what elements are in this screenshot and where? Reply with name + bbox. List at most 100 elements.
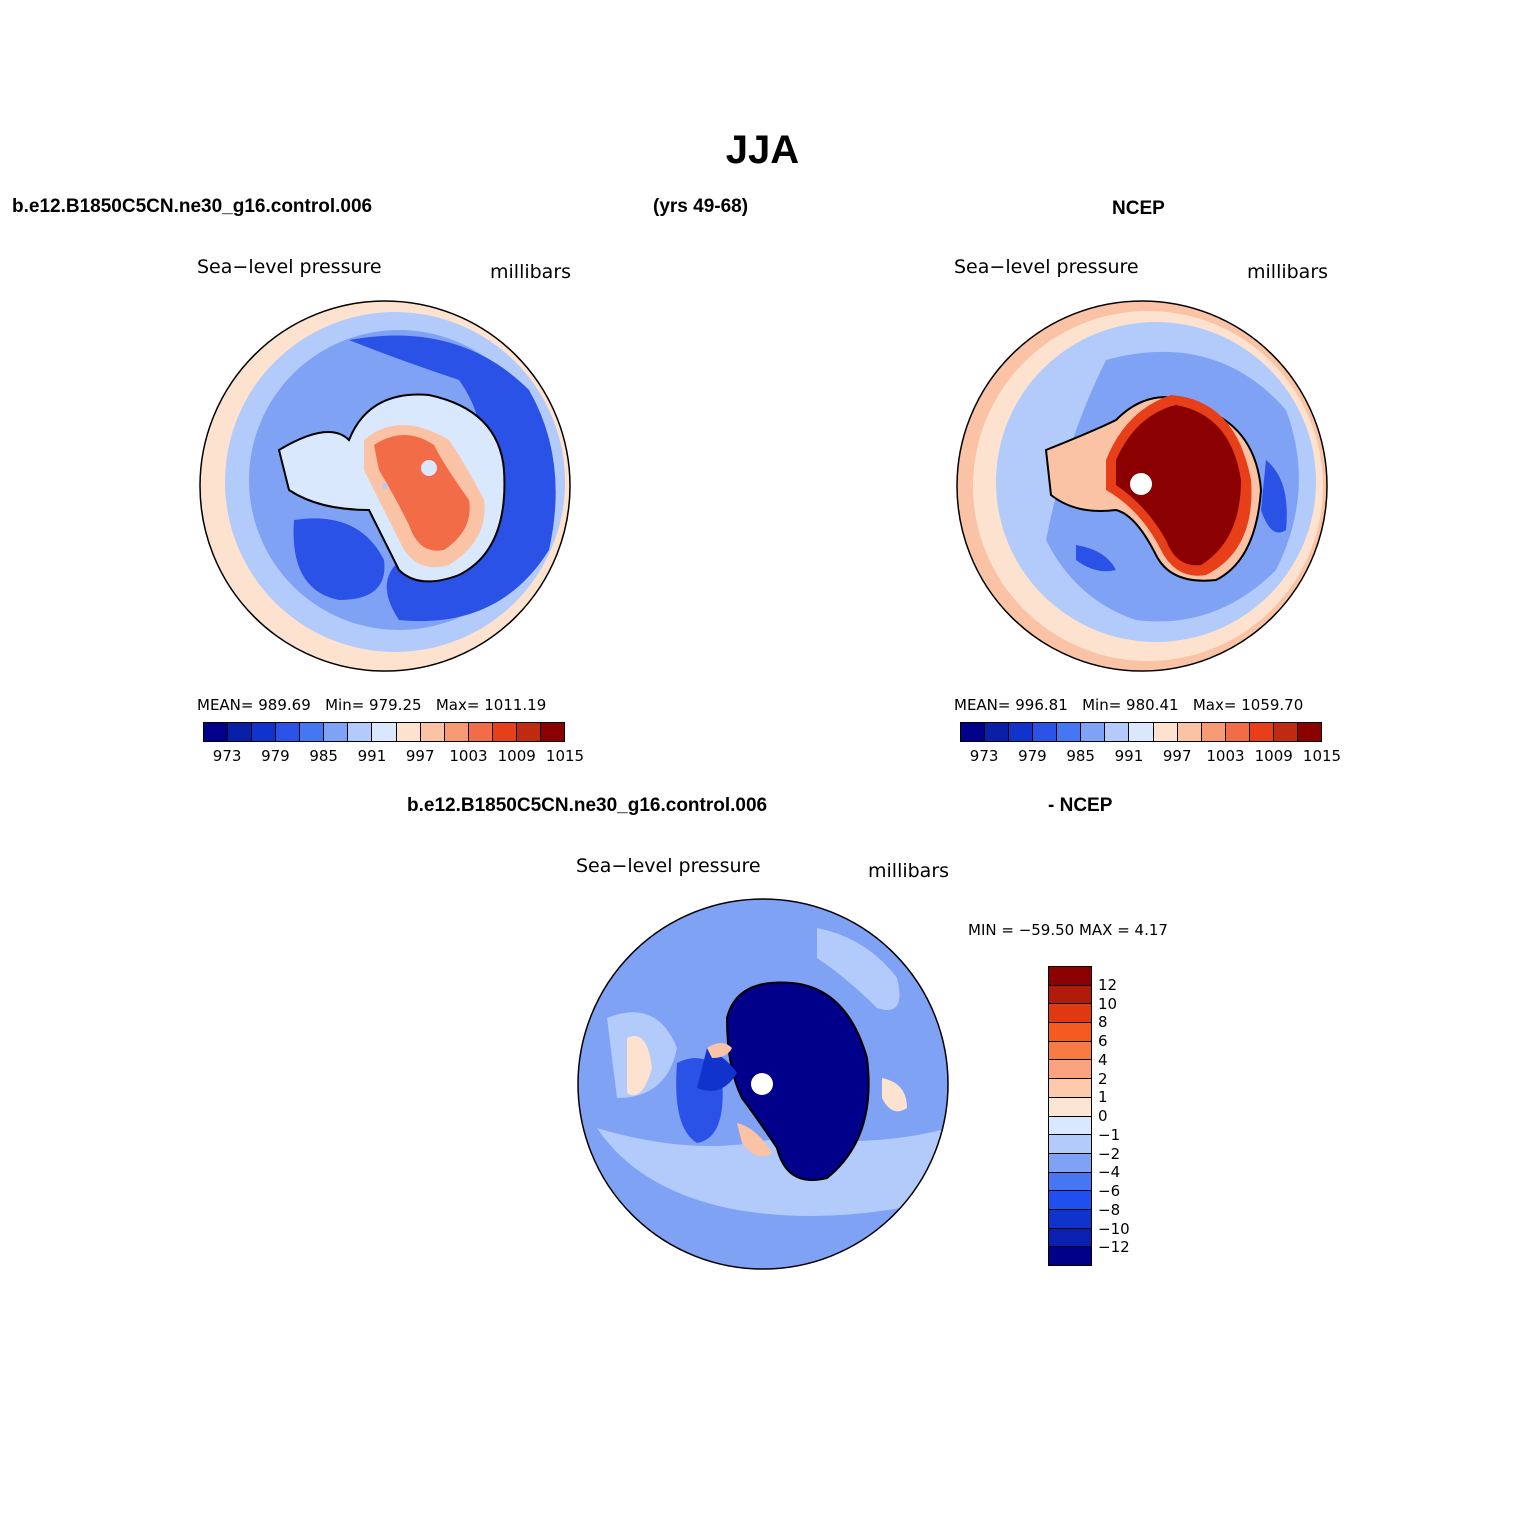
diff-colorbar-swatch (1049, 1209, 1091, 1229)
model-colorbar (203, 722, 565, 742)
obs-colorbar-swatch (1153, 723, 1178, 741)
diff-units-label: millibars (868, 860, 950, 882)
obs-colorbar-tick-label: 991 (1114, 747, 1144, 765)
model-max-label: Max= (435, 696, 480, 714)
diff-variable-label: Sea−level pressure (576, 855, 761, 877)
figure-title: JJA (725, 128, 800, 172)
diff-colorbar-swatch (1049, 1172, 1091, 1192)
model-colorbar-tick-label: 973 (212, 747, 242, 765)
model-colorbar-tick-label: 991 (357, 747, 387, 765)
obs-colorbar-swatch (985, 723, 1010, 741)
obs-colorbar-tick-label: 1015 (1302, 747, 1342, 765)
diff-colorbar-tick-label: 4 (1098, 1050, 1108, 1069)
obs-max-value: 1059.70 (1241, 696, 1304, 714)
diff-colorbar-tick-label: 6 (1098, 1032, 1108, 1050)
diff-colorbar-swatch (1049, 1191, 1091, 1210)
diff-colorbar-swatch (1049, 967, 1091, 986)
diff-colorbar (1048, 966, 1092, 1266)
diff-obs-label: - NCEP (1048, 795, 1113, 816)
obs-colorbar-swatch (1129, 723, 1154, 741)
model-colorbar-tick-label: 979 (261, 747, 290, 765)
model-colorbar-swatch (252, 723, 277, 741)
model-stats: MEAN= 989.69 Min= 979.25 Max= 1011.19 (197, 696, 546, 714)
obs-colorbar-ticks: 973 979 985 991 997 1003 1009 1015 (960, 747, 1341, 765)
obs-colorbar-tick-label: 973 (969, 747, 999, 765)
model-colorbar-swatch (396, 723, 421, 741)
diff-colorbar-tick-label: 12 (1098, 975, 1118, 994)
diff-colorbar-swatch (1049, 1060, 1091, 1080)
diff-colorbar-swatch (1049, 1041, 1091, 1061)
model-colorbar-tick-label: 1003 (449, 747, 488, 765)
model-case-name: b.e12.B1850C5CN.ne30_g16.control.006 (12, 196, 373, 217)
diff-polar-map (577, 898, 949, 1270)
diff-colorbar-swatch (1049, 1097, 1091, 1117)
model-colorbar-ticks: 973 979 985 991 997 1003 1009 1015 (203, 747, 584, 765)
diff-colorbar-tick-label: −1 (1098, 1125, 1121, 1144)
model-colorbar-swatch (468, 723, 493, 741)
diff-colorbar-swatch (1049, 1247, 1091, 1265)
model-colorbar-swatch (348, 723, 373, 741)
obs-colorbar-swatch (1177, 723, 1202, 741)
obs-units-label: millibars (1247, 261, 1329, 283)
diff-colorbar-tick-label: 10 (1098, 994, 1118, 1013)
diff-colorbar-tick-label: 8 (1098, 1013, 1108, 1032)
obs-colorbar-tick-label: 997 (1162, 747, 1192, 765)
diff-colorbar-tick-label: −8 (1098, 1200, 1121, 1219)
obs-variable-label: Sea−level pressure (954, 256, 1139, 278)
diff-colorbar-swatch (1049, 985, 1091, 1005)
obs-colorbar-swatch (1033, 723, 1058, 741)
model-colorbar-swatch (492, 723, 517, 741)
diff-colorbar-swatch (1049, 1023, 1091, 1042)
obs-polar-map (956, 300, 1328, 672)
diff-colorbar-tick-label: −10 (1098, 1219, 1130, 1238)
obs-min-value: 980.41 (1126, 696, 1179, 714)
obs-colorbar-swatch (1105, 723, 1130, 741)
model-polar-map (199, 300, 571, 672)
model-colorbar-swatch (204, 723, 229, 741)
model-mean-label: MEAN= (197, 696, 254, 714)
obs-min-label: Min= (1082, 696, 1122, 714)
model-colorbar-tick-label: 985 (309, 747, 338, 765)
diff-colorbar-swatch (1049, 1079, 1091, 1098)
model-colorbar-tick-label: 997 (405, 747, 435, 765)
obs-colorbar-tick-label: 1003 (1206, 747, 1245, 765)
obs-name: NCEP (1112, 198, 1165, 219)
model-min-value: 979.25 (369, 696, 422, 714)
obs-mean-label: MEAN= (954, 696, 1011, 714)
obs-colorbar-swatch (1057, 723, 1082, 741)
model-max-value: 1011.19 (484, 696, 547, 714)
obs-colorbar-swatch (1081, 723, 1106, 741)
diff-minmax: MIN = −59.50 MAX = 4.17 (968, 921, 1168, 939)
diff-colorbar-tick-label: 0 (1098, 1107, 1108, 1125)
obs-colorbar-swatch (1249, 723, 1274, 741)
model-colorbar-swatch (372, 723, 397, 741)
obs-max-label: Max= (1192, 696, 1237, 714)
diff-colorbar-swatch (1049, 1135, 1091, 1154)
model-colorbar-swatch (228, 723, 253, 741)
obs-stats: MEAN= 996.81 Min= 980.41 Max= 1059.70 (954, 696, 1303, 714)
diff-colorbar-tick-label: 2 (1098, 1069, 1108, 1088)
diff-colorbar-tick-label: −4 (1098, 1163, 1121, 1182)
diff-colorbar-tick-label: 1 (1098, 1088, 1108, 1107)
diff-colorbar-swatch (1049, 1116, 1091, 1136)
model-colorbar-tick-label: 1009 (497, 747, 536, 765)
model-colorbar-swatch (540, 723, 564, 741)
diff-colorbar-tick-label: −6 (1098, 1182, 1121, 1200)
obs-colorbar-tick-label: 979 (1018, 747, 1047, 765)
model-colorbar-swatch (444, 723, 469, 741)
diff-colorbar-ticks: 12 10 8 6 4 2 1 0 −1 −2 −4 −6 −8 −10 −12 (1098, 966, 1158, 1266)
obs-colorbar-tick-label: 1009 (1254, 747, 1293, 765)
diff-colorbar-swatch (1049, 1228, 1091, 1248)
model-mean-value: 989.69 (258, 696, 311, 714)
obs-colorbar (960, 722, 1322, 742)
model-variable-label: Sea−level pressure (197, 256, 382, 278)
model-min-label: Min= (325, 696, 365, 714)
diff-case-name: b.e12.B1850C5CN.ne30_g16.control.006 (407, 795, 768, 816)
obs-colorbar-swatch (961, 723, 986, 741)
model-colorbar-swatch (324, 723, 349, 741)
obs-colorbar-swatch (1201, 723, 1226, 741)
model-colorbar-swatch (300, 723, 325, 741)
obs-mean-value: 996.81 (1015, 696, 1068, 714)
model-units-label: millibars (490, 261, 572, 283)
obs-colorbar-tick-label: 985 (1066, 747, 1095, 765)
